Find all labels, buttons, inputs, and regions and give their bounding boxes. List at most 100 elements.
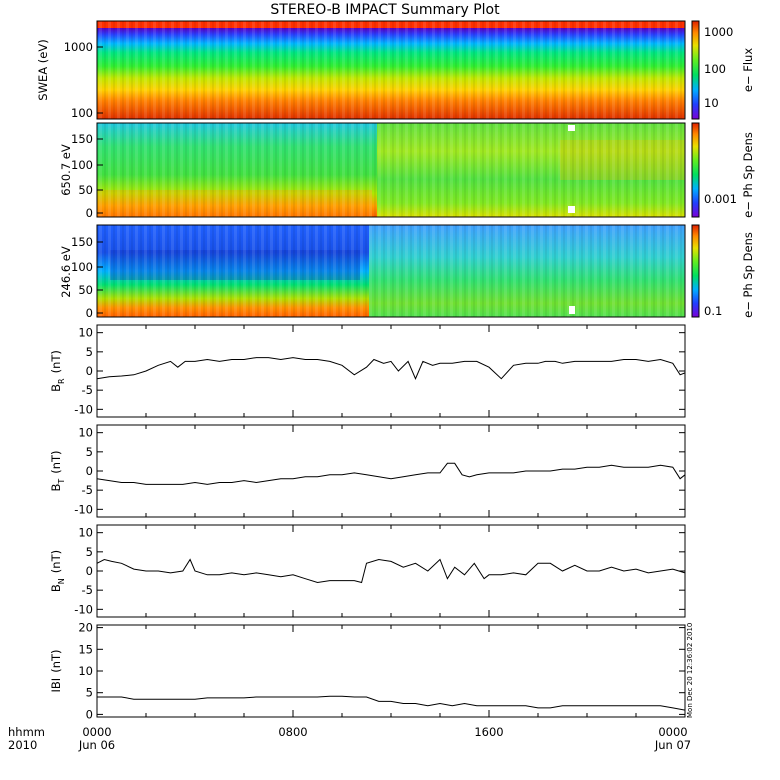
bt-ylabel-base: B	[49, 484, 63, 492]
swea-ylabel: SWEA (eV)	[36, 39, 50, 100]
magnetic-field-panels: 1050-5-10BR(nT)1050-5-10BT(nT)1050-5-10B…	[49, 324, 686, 721]
time-axis-prefix-year: 2010	[8, 738, 37, 752]
p246-cb-tick: 0.1	[704, 304, 722, 318]
bmag-ylabel: IBI (nT)	[49, 650, 63, 693]
p650-gap-top	[568, 125, 575, 131]
bn-series-line	[96, 558, 686, 584]
bt-ytick-label: -5	[82, 483, 93, 497]
bmag-ylabel-base: IBI	[49, 678, 63, 693]
generation-timestamp: Mon Dec 20 12:36:02 2010	[686, 623, 694, 718]
bmag-ytick-label: 20	[78, 621, 93, 635]
time-tick-0000: 0000	[82, 725, 111, 739]
bmag-ytick-label: 10	[78, 664, 93, 678]
bn-ylabel-unit: (nT)	[49, 550, 63, 573]
bt-ytick-label: -10	[74, 502, 93, 516]
p246-texture	[97, 225, 685, 317]
bt-ytick-label: 0	[86, 464, 93, 478]
panel-swea: SWEA (eV) 1000 100 1000 100 10 e− Flux	[36, 20, 755, 120]
bmag-series-line	[97, 695, 686, 711]
bmag-ytick-label: 15	[78, 642, 93, 656]
bn-ylabel: BN (nT)	[49, 550, 66, 592]
swea-cb-tick-1000: 1000	[704, 25, 733, 39]
p246-gap	[569, 306, 575, 314]
br-ylabel-base: B	[49, 384, 63, 392]
bt-series-line	[96, 462, 686, 485]
p650-colorbar-ramp	[691, 122, 700, 218]
p246-colorbar-label: e− Ph Sp Dens	[741, 232, 755, 318]
br-ylabel: BR (nT)	[49, 350, 66, 392]
date-label-start: Jun 06	[78, 738, 115, 752]
swea-colorbar-ramp	[691, 20, 700, 120]
panel-246eV: 246.6 eV 150 100 50 0 0.1 e− Ph Sp Dens	[59, 224, 755, 320]
bt-frame	[96, 424, 686, 518]
p650-tick-100: 100	[71, 158, 93, 172]
time-axis: hhmm 2010 0000 0800 1600 0000 Jun 06 Jun…	[8, 725, 691, 752]
p650-frame	[96, 122, 686, 218]
time-tick-0000-end: 0000	[658, 725, 687, 739]
bt-ytick-label: 10	[78, 426, 93, 440]
panel-bmag: 20 15 10 5 0 IBI (nT)	[49, 621, 686, 721]
br-ylabel-sub: R	[57, 378, 66, 384]
p650-tick-0: 0	[86, 206, 93, 220]
panel-br: 10 5 0 -5 -10 BR (nT)	[49, 324, 686, 418]
swea-frame	[96, 20, 686, 120]
bn-ylabel-base: B	[49, 584, 63, 592]
bn-ytick-label: -5	[82, 583, 93, 597]
br-frame	[96, 324, 686, 418]
bn-ytick-label: -10	[74, 602, 93, 616]
p650-texture	[97, 123, 685, 217]
bn-ytick-label: 10	[78, 526, 93, 540]
swea-cb-tick-100: 100	[704, 62, 726, 76]
swea-tick-100: 100	[71, 106, 93, 120]
swea-colorbar: 1000 100 10 e− Flux	[691, 20, 755, 120]
bmag-ytick-label: 0	[86, 707, 93, 721]
p246-yticks: 150 100 50 0	[71, 235, 103, 320]
time-axis-prefix-hhmm: hhmm	[8, 725, 45, 739]
bmag-ylabel-unit: (nT)	[49, 650, 63, 673]
br-series-line	[96, 357, 686, 380]
p246-colorbar: 0.1 e− Ph Sp Dens	[691, 224, 755, 318]
p246-ylabel: 246.6 eV	[59, 246, 73, 298]
p650-yticks: 150 100 50 0	[71, 132, 103, 220]
bmag-frame	[96, 624, 686, 718]
time-tick-0800: 0800	[278, 725, 307, 739]
p246-tick-0: 0	[86, 306, 93, 320]
br-ytick-label: 0	[86, 364, 93, 378]
p650-tick-50: 50	[78, 183, 93, 197]
br-ytick-label: -10	[74, 402, 93, 416]
swea-tick-1000: 1000	[64, 40, 93, 54]
p650-tick-150: 150	[71, 132, 93, 146]
br-ytick-label: 10	[78, 326, 93, 340]
bt-ylabel-sub: T	[57, 479, 66, 485]
panel-bn: 10 5 0 -5 -10 BN (nT)	[49, 524, 686, 618]
p246-tick-100: 100	[71, 260, 93, 274]
panel-650eV: 650.7 eV 150 100 50 0 0.001 e− Ph Sp Den…	[59, 122, 755, 220]
p246-colorbar-ramp	[691, 224, 700, 318]
p246-tick-150: 150	[71, 235, 93, 249]
p650-colorbar: 0.001 e− Ph Sp Dens	[691, 122, 755, 218]
br-ytick-label: 5	[86, 345, 93, 359]
p650-cb-tick: 0.001	[704, 192, 737, 206]
p650-gap-bottom	[568, 206, 575, 213]
bn-ytick-label: 0	[86, 564, 93, 578]
time-tick-1600: 1600	[474, 725, 503, 739]
p246-tick-50: 50	[78, 283, 93, 297]
bn-ylabel-sub: N	[57, 578, 66, 584]
swea-cb-tick-10: 10	[704, 96, 719, 110]
date-label-end: Jun 07	[654, 738, 691, 752]
p650-ylabel: 650.7 eV	[59, 144, 73, 196]
bt-ylabel-unit: (nT)	[49, 450, 63, 473]
p650-colorbar-label: e− Ph Sp Dens	[741, 132, 755, 218]
bmag-ytick-label: 5	[86, 686, 93, 700]
br-ylabel-unit: (nT)	[49, 350, 63, 373]
bt-ytick-label: 5	[86, 445, 93, 459]
swea-colorbar-label: e− Flux	[741, 48, 755, 92]
bn-ytick-label: 5	[86, 545, 93, 559]
panel-bt: 10 5 0 -5 -10 BT (nT)	[49, 424, 686, 518]
swea-yticks: 1000 100	[64, 40, 103, 120]
br-ytick-label: -5	[82, 383, 93, 397]
swea-texture	[97, 21, 685, 119]
chart-title: STEREO-B IMPACT Summary Plot	[270, 2, 500, 18]
bt-ylabel: BT (nT)	[49, 450, 66, 491]
